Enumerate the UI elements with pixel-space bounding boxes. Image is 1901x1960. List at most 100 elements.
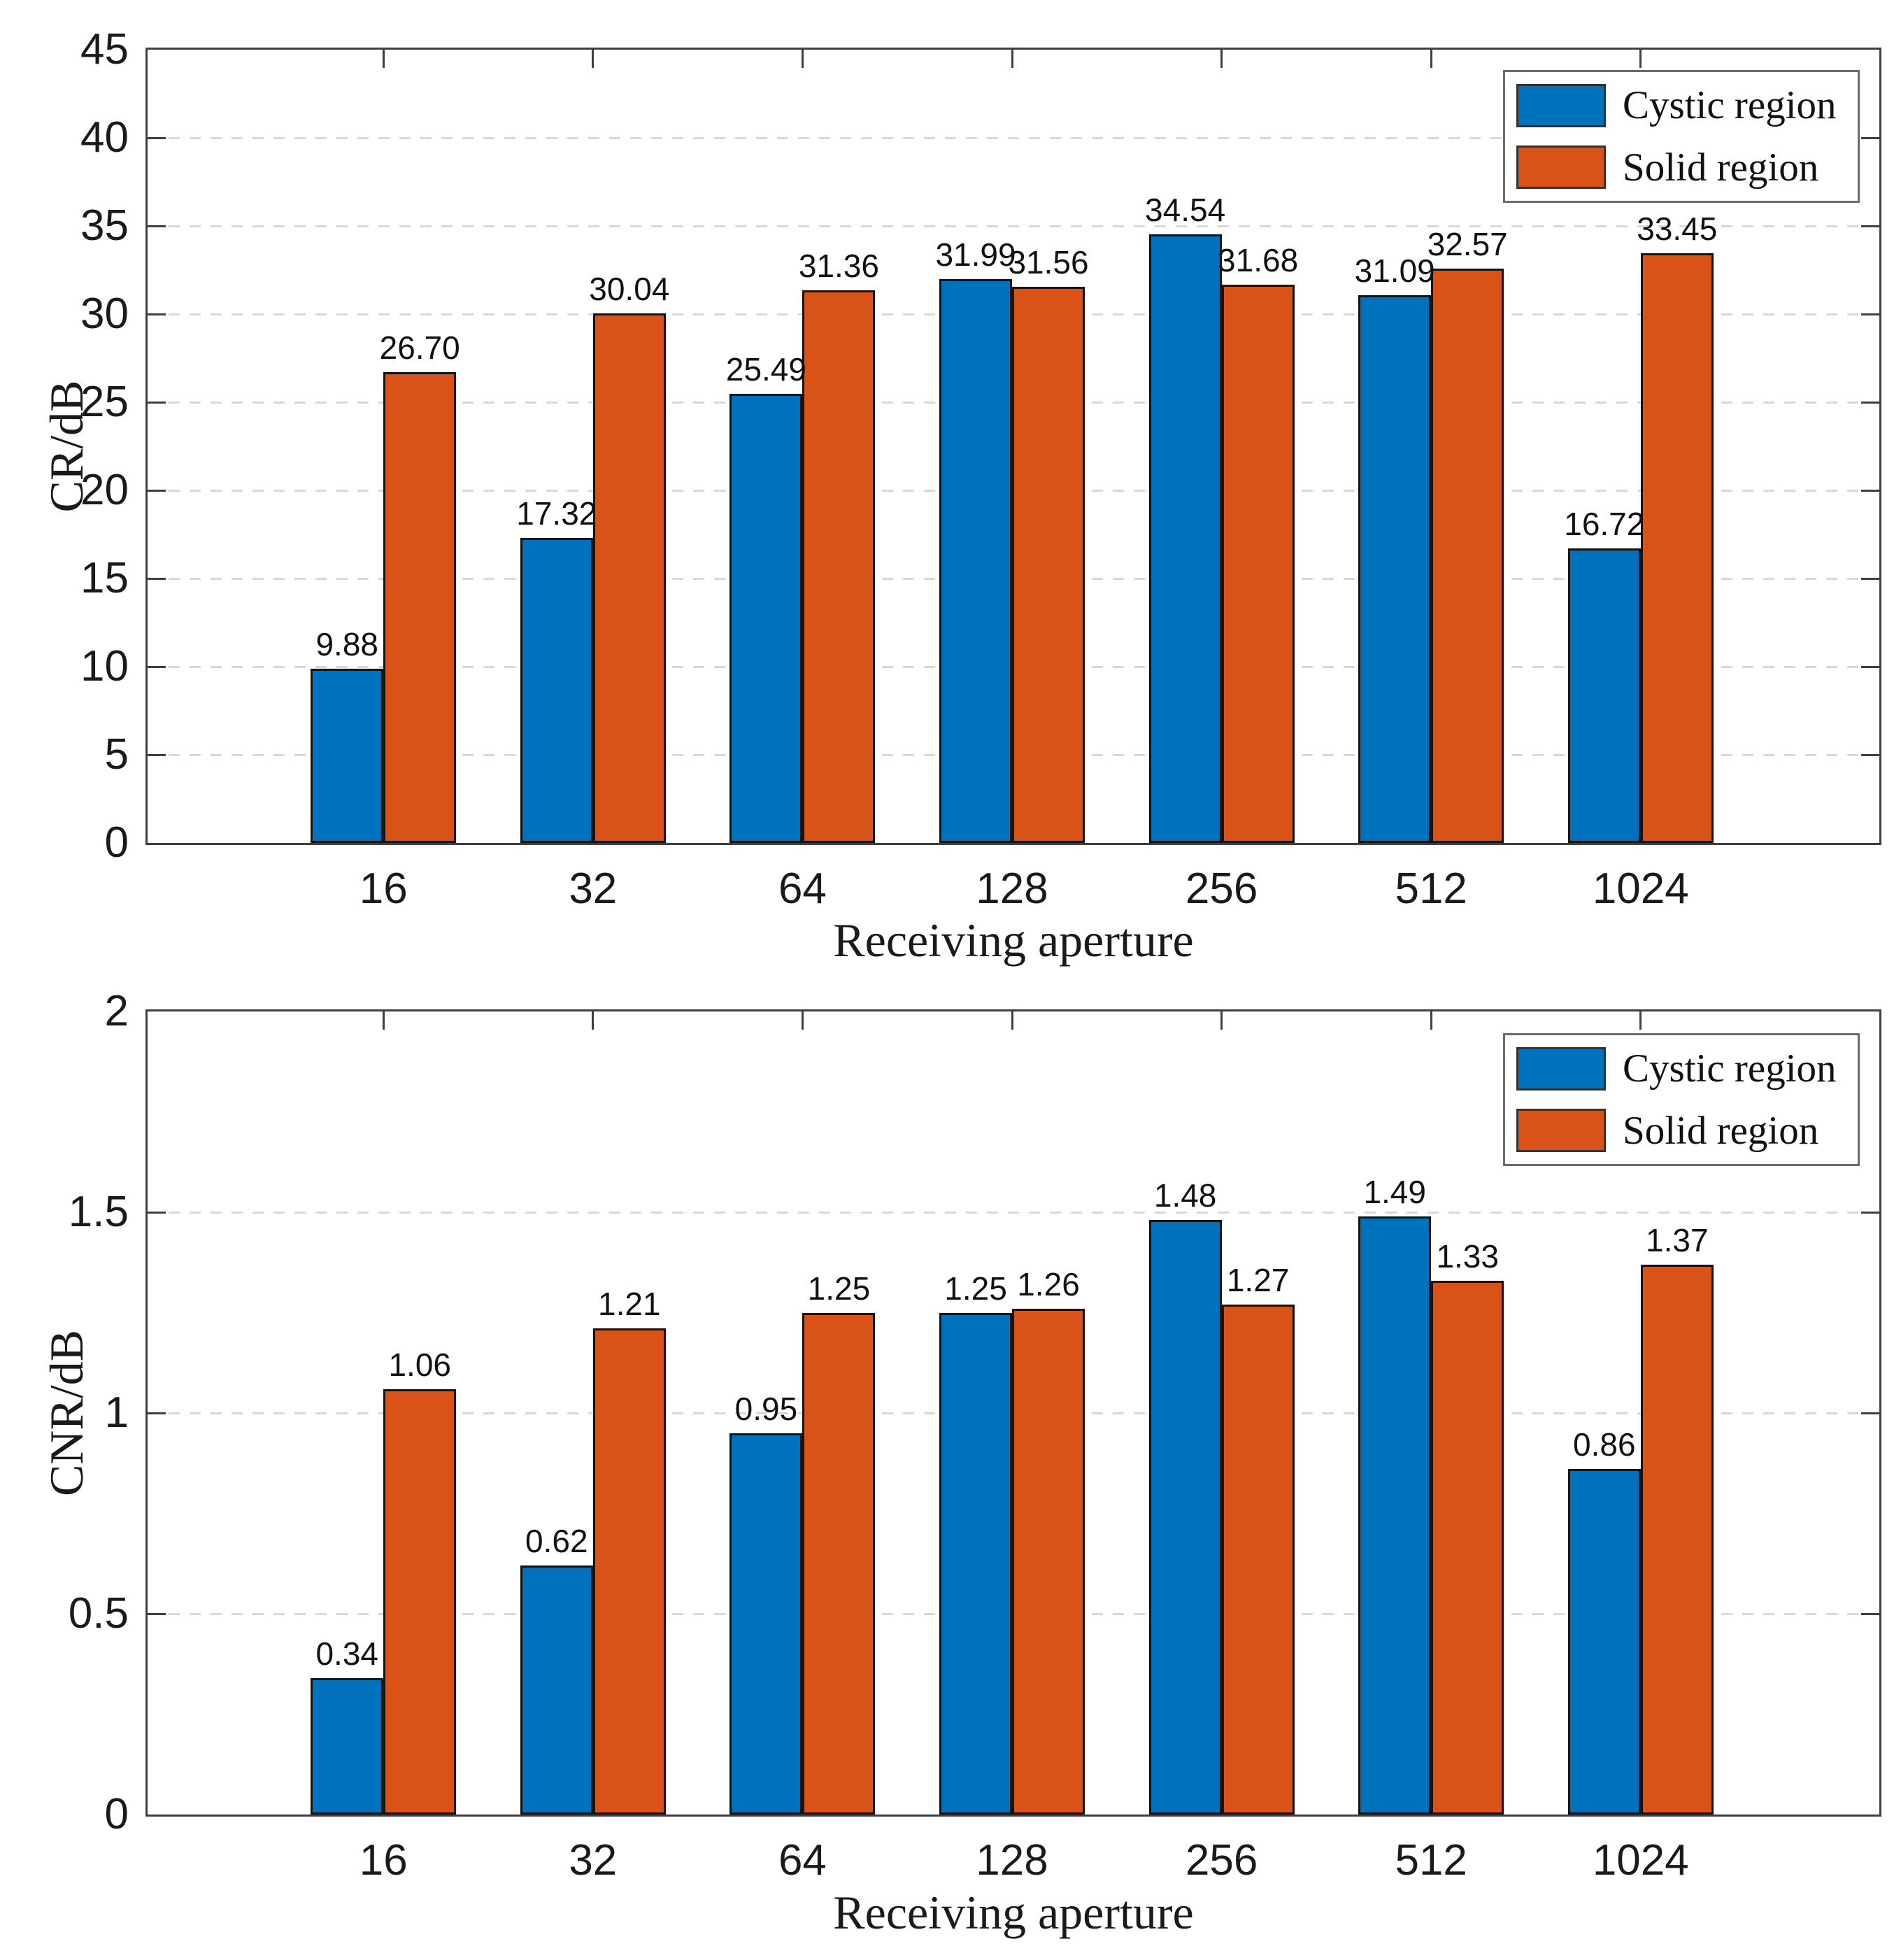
bar-solid-512 <box>1431 269 1504 843</box>
bar-cystic-512 <box>1358 294 1432 843</box>
legend-swatch-cystic <box>1516 1046 1606 1091</box>
y-tick-label: 1 <box>104 1389 129 1437</box>
cnr-x-axis-label: Receiving aperture <box>833 1886 1194 1939</box>
x-tick-label: 256 <box>1185 1836 1258 1884</box>
y-tick-label: 30 <box>80 290 129 338</box>
gridline <box>148 1212 1879 1214</box>
y-axis-tick <box>148 136 166 139</box>
bar-solid-16 <box>383 372 457 843</box>
legend-label-cystic: Cystic region <box>1623 83 1837 128</box>
bar-value-label: 1.27 <box>1226 1262 1290 1299</box>
bar-value-label: 32.57 <box>1427 226 1508 263</box>
x-tick-label: 16 <box>359 865 408 913</box>
y-tick-label: 25 <box>80 378 129 426</box>
y-tick-label: 10 <box>80 642 129 690</box>
legend-item-solid: Solid region <box>1505 1102 1858 1159</box>
bar-cystic-64 <box>729 393 803 843</box>
bar-cystic-32 <box>520 1565 593 1815</box>
cnr-legend: Cystic region Solid region <box>1503 1033 1860 1166</box>
y-tick-label: 0 <box>104 1790 129 1838</box>
bar-value-label: 0.86 <box>1573 1426 1636 1463</box>
bar-solid-512 <box>1431 1280 1504 1815</box>
bar-cystic-64 <box>729 1433 803 1815</box>
x-axis-tick <box>1220 1011 1223 1030</box>
legend-label-solid: Solid region <box>1623 145 1819 190</box>
x-tick-label: 512 <box>1395 1836 1467 1884</box>
bar-cystic-128 <box>939 1312 1013 1815</box>
bar-value-label: 1.25 <box>807 1270 871 1307</box>
y-axis-tick <box>1861 313 1879 315</box>
bar-solid-64 <box>802 290 876 843</box>
bar-value-label: 0.34 <box>315 1635 378 1672</box>
x-axis-tick <box>1430 50 1432 68</box>
bar-cystic-512 <box>1358 1216 1432 1815</box>
x-tick-label: 512 <box>1395 865 1467 913</box>
legend-label-cystic: Cystic region <box>1623 1046 1837 1091</box>
y-axis-tick <box>1861 577 1879 580</box>
legend-swatch-solid <box>1516 1109 1606 1153</box>
y-tick-label: 15 <box>80 554 129 602</box>
bar-value-label: 0.62 <box>525 1523 588 1560</box>
x-tick-label: 1024 <box>1592 865 1689 913</box>
y-axis-tick <box>148 401 166 404</box>
y-tick-label: 35 <box>80 201 129 250</box>
bar-value-label: 33.45 <box>1637 211 1718 248</box>
y-axis-tick <box>1861 225 1879 227</box>
x-axis-tick <box>1220 50 1223 68</box>
y-axis-tick <box>1861 665 1879 668</box>
legend-label-solid: Solid region <box>1623 1108 1819 1153</box>
x-axis-tick <box>1430 1011 1432 1030</box>
y-axis-tick <box>1861 136 1879 139</box>
bar-solid-128 <box>1012 286 1085 843</box>
y-axis-tick <box>1861 401 1879 404</box>
bar-cystic-16 <box>311 669 384 843</box>
bar-solid-128 <box>1012 1308 1085 1815</box>
bar-solid-256 <box>1221 1305 1295 1815</box>
bar-cystic-16 <box>311 1677 384 1815</box>
bar-value-label: 31.09 <box>1354 252 1435 289</box>
legend-item-cystic: Cystic region <box>1505 77 1858 134</box>
bar-value-label: 1.48 <box>1153 1177 1217 1214</box>
y-tick-label: 1.5 <box>68 1188 129 1236</box>
bar-value-label: 16.72 <box>1564 505 1645 542</box>
legend-swatch-solid <box>1516 145 1606 190</box>
x-tick-label: 16 <box>359 1836 408 1884</box>
bar-value-label: 1.37 <box>1646 1221 1709 1258</box>
bar-solid-32 <box>592 313 666 843</box>
y-axis-tick <box>148 665 166 668</box>
bar-value-label: 30.04 <box>589 271 670 307</box>
y-axis-tick <box>148 1612 166 1615</box>
bar-value-label: 1.25 <box>944 1270 1007 1307</box>
bar-value-label: 0.95 <box>734 1390 798 1427</box>
bar-cystic-32 <box>520 537 593 843</box>
bar-solid-16 <box>383 1389 457 1815</box>
cr-x-axis-label: Receiving aperture <box>833 914 1194 967</box>
x-axis-tick <box>1011 50 1013 68</box>
bar-value-label: 1.26 <box>1017 1265 1080 1302</box>
bar-cystic-256 <box>1148 1220 1222 1815</box>
x-tick-label: 128 <box>976 865 1048 913</box>
cnr-plot-area: 0.34 1.06 0.62 1.21 0.95 1.25 1.25 1.26 1.48 1.27… <box>145 1009 1881 1817</box>
y-axis-tick <box>1861 1412 1879 1414</box>
x-tick-label: 1024 <box>1592 1836 1689 1884</box>
bar-solid-32 <box>592 1328 666 1815</box>
legend-item-cystic: Cystic region <box>1505 1040 1858 1098</box>
x-axis-tick <box>1011 1011 1013 1030</box>
bar-value-label: 1.33 <box>1436 1237 1499 1274</box>
bar-value-label: 31.56 <box>1008 243 1089 280</box>
bar-cystic-1024 <box>1567 548 1641 843</box>
x-tick-label: 32 <box>569 1836 618 1884</box>
x-axis-tick <box>801 50 804 68</box>
x-axis-tick <box>801 1011 804 1030</box>
y-tick-label: 2 <box>104 987 129 1035</box>
bar-value-label: 31.99 <box>935 236 1016 273</box>
bar-value-label: 1.21 <box>598 1286 661 1323</box>
x-tick-label: 64 <box>778 865 827 913</box>
y-tick-label: 0.5 <box>68 1589 129 1638</box>
bar-value-label: 25.49 <box>725 350 806 388</box>
y-axis-tick <box>148 225 166 227</box>
y-tick-label: 45 <box>80 25 129 73</box>
bar-value-label: 26.70 <box>379 329 460 367</box>
y-axis-tick <box>148 489 166 492</box>
